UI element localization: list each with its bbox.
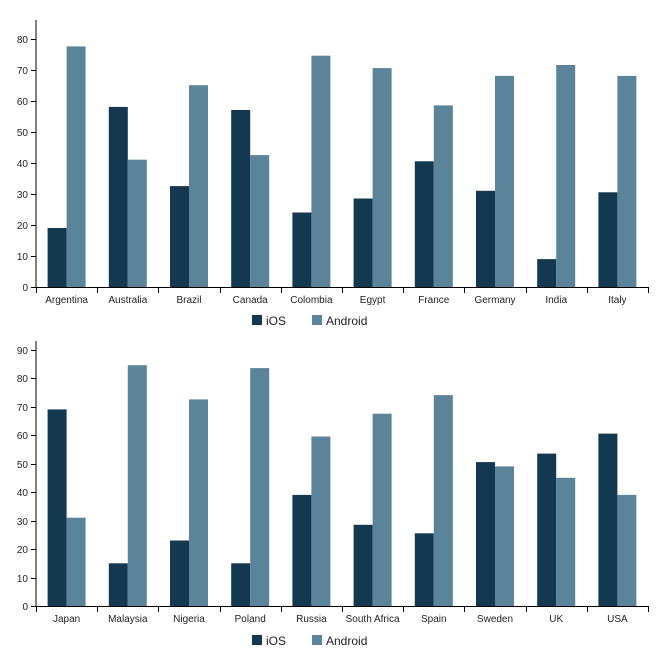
legend-swatch-android xyxy=(312,315,322,325)
x-category-label: Russia xyxy=(296,614,327,625)
bar-android-poland xyxy=(250,368,270,606)
bar-ios-sweden xyxy=(476,462,495,606)
x-category-label: Colombia xyxy=(290,295,333,306)
legend-label-ios: iOS xyxy=(266,314,286,328)
bar-ios-india xyxy=(537,259,557,287)
x-category-label: Malaysia xyxy=(108,614,148,625)
bar-android-malaysia xyxy=(127,365,147,606)
bar-ios-argentina xyxy=(47,228,67,287)
bar-android-usa xyxy=(617,494,637,606)
y-tick-label: 20 xyxy=(17,545,29,556)
x-category-label: UK xyxy=(549,614,563,625)
x-category-label: Italy xyxy=(608,295,626,306)
y-tick-label: 50 xyxy=(17,460,29,471)
bar-ios-spain xyxy=(414,533,434,606)
chart-2: 0 10 20 30 40 50 60 70 80 90 Japan Malaysia Nigeria P… xyxy=(17,341,649,648)
bar-ios-france xyxy=(414,161,434,287)
y-tick-label: 70 xyxy=(17,66,29,77)
x-category-label: India xyxy=(545,295,567,306)
bar-ios-japan xyxy=(47,409,67,606)
bar-android-japan xyxy=(66,517,86,606)
bar-ios-poland xyxy=(231,563,251,606)
legend-swatch-android xyxy=(312,635,322,645)
x-category-label: USA xyxy=(607,614,628,625)
x-category-label: Nigeria xyxy=(173,614,205,625)
bar-android-egypt xyxy=(372,68,392,287)
bar-ios-usa xyxy=(598,433,618,606)
x-category-label: Spain xyxy=(421,614,447,625)
y-tick-label: 70 xyxy=(17,403,29,414)
bar-android-germany xyxy=(495,75,514,288)
legend-swatch-ios xyxy=(252,315,262,325)
y-tick-label: 80 xyxy=(17,35,29,46)
x-category-label: Brazil xyxy=(176,295,201,306)
bar-android-south-africa xyxy=(372,413,392,606)
bar-android-brazil xyxy=(189,85,208,287)
bar-ios-malaysia xyxy=(108,563,128,606)
bar-ios-nigeria xyxy=(170,540,189,606)
bar-android-australia xyxy=(127,159,147,287)
y-tick-label: 30 xyxy=(17,517,29,528)
bar-android-sweden xyxy=(495,466,514,606)
x-category-label: Argentina xyxy=(45,295,88,306)
legend-swatch-ios xyxy=(252,635,262,645)
bar-android-russia xyxy=(311,436,331,606)
x-category-label: Sweden xyxy=(477,614,513,625)
bar-android-nigeria xyxy=(189,399,208,606)
x-category-label: France xyxy=(418,295,450,306)
x-category-label: Canada xyxy=(233,295,268,306)
y-tick-label: 20 xyxy=(17,221,29,232)
x-category-label: Japan xyxy=(53,614,80,625)
y-tick-label: 60 xyxy=(17,431,29,442)
y-tick-label: 30 xyxy=(17,190,29,201)
y-tick-label: 0 xyxy=(22,283,28,294)
bar-ios-south-africa xyxy=(353,524,373,606)
y-tick-label: 90 xyxy=(17,346,29,357)
bar-android-colombia xyxy=(311,55,331,288)
bar-ios-russia xyxy=(292,494,312,606)
legend-label-ios: iOS xyxy=(266,634,286,648)
bar-android-argentina xyxy=(66,46,86,288)
bar-android-canada xyxy=(250,155,270,287)
legend: iOS Android xyxy=(252,634,367,648)
bar-ios-egypt xyxy=(353,198,373,287)
bar-android-spain xyxy=(433,395,453,606)
y-tick-label: 80 xyxy=(17,374,29,385)
y-tick-label: 60 xyxy=(17,97,29,108)
legend: iOS Android xyxy=(252,314,367,328)
y-tick-label: 50 xyxy=(17,128,29,139)
y-tick-label: 10 xyxy=(17,574,29,585)
x-category-label: Egypt xyxy=(360,295,386,306)
legend-label-android: Android xyxy=(326,634,367,648)
bar-ios-germany xyxy=(476,190,495,287)
bar-android-italy xyxy=(617,75,637,288)
x-category-label: Poland xyxy=(235,614,266,625)
x-category-label: Australia xyxy=(108,295,147,306)
x-category-label: South Africa xyxy=(346,614,400,625)
bar-ios-italy xyxy=(598,192,618,287)
bar-android-india xyxy=(556,65,576,287)
bar-ios-colombia xyxy=(292,212,312,287)
bar-ios-uk xyxy=(537,453,557,606)
legend-label-android: Android xyxy=(326,314,367,328)
y-tick-label: 40 xyxy=(17,159,29,170)
bar-ios-canada xyxy=(231,110,251,287)
x-category-label: Germany xyxy=(474,295,515,306)
y-tick-label: 10 xyxy=(17,252,29,263)
bar-ios-brazil xyxy=(170,186,189,287)
bar-ios-australia xyxy=(108,106,128,288)
bar-android-france xyxy=(433,105,453,288)
y-tick-label: 40 xyxy=(17,488,29,499)
y-tick-label: 0 xyxy=(22,602,28,613)
bar-android-uk xyxy=(556,477,576,606)
chart-1: 0 10 20 30 40 50 60 70 80 Argentina Australia Brazi… xyxy=(17,20,649,328)
